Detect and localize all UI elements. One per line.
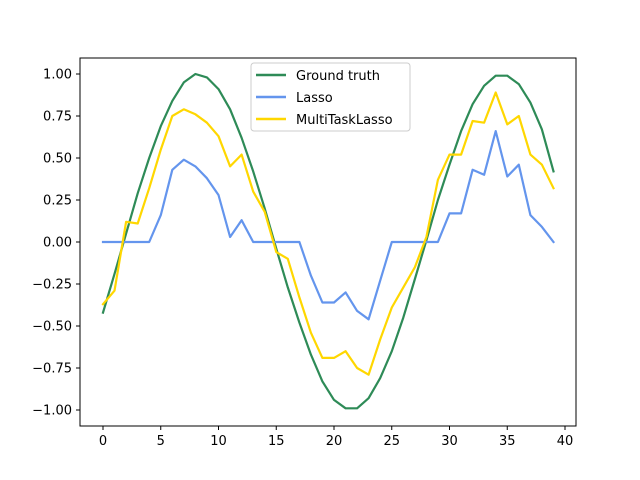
y-axis: 1.00 0.75 0.50 0.25 0.00 −0.25 −0.50 −0.75 −1.00 [32, 68, 80, 419]
y-tick-label: 0.25 [43, 194, 72, 209]
y-tick-label: 0.75 [43, 110, 72, 125]
y-tick-label: −0.75 [32, 362, 72, 377]
y-tick-label: −1.00 [32, 404, 72, 419]
legend-entry-lasso: Lasso [256, 91, 333, 106]
legend: Ground truth Lasso MultiTaskLasso [250, 62, 411, 132]
x-tick-label: 35 [499, 434, 516, 449]
legend-label: Lasso [296, 91, 333, 106]
y-tick-label: −0.50 [32, 320, 72, 335]
legend-entry-ground-truth: Ground truth [256, 69, 380, 84]
legend-entry-multitasklasso: MultiTaskLasso [256, 113, 393, 128]
y-tick-label: −0.25 [32, 278, 72, 293]
y-tick-label: 0.50 [43, 152, 72, 167]
x-tick-label: 15 [268, 434, 285, 449]
x-tick-label: 0 [99, 434, 107, 449]
legend-label: Ground truth [296, 69, 380, 84]
x-tick-label: 5 [157, 434, 165, 449]
y-tick-label: 0.00 [43, 236, 72, 251]
legend-box [250, 62, 411, 132]
y-tick-label: 1.00 [43, 68, 72, 83]
x-tick-label: 30 [441, 434, 458, 449]
plot-series-group [101, 72, 556, 410]
x-tick-label: 25 [383, 434, 400, 449]
x-tick-label: 20 [326, 434, 343, 449]
series-line-ground-truth [101, 72, 555, 410]
x-tick-label: 40 [557, 434, 574, 449]
x-axis: 0 5 10 15 20 25 30 35 40 [99, 426, 573, 449]
series-line-multitasklasso [101, 91, 555, 376]
series-line-lasso [101, 130, 556, 321]
legend-label: MultiTaskLasso [296, 113, 393, 128]
x-tick-label: 10 [210, 434, 227, 449]
